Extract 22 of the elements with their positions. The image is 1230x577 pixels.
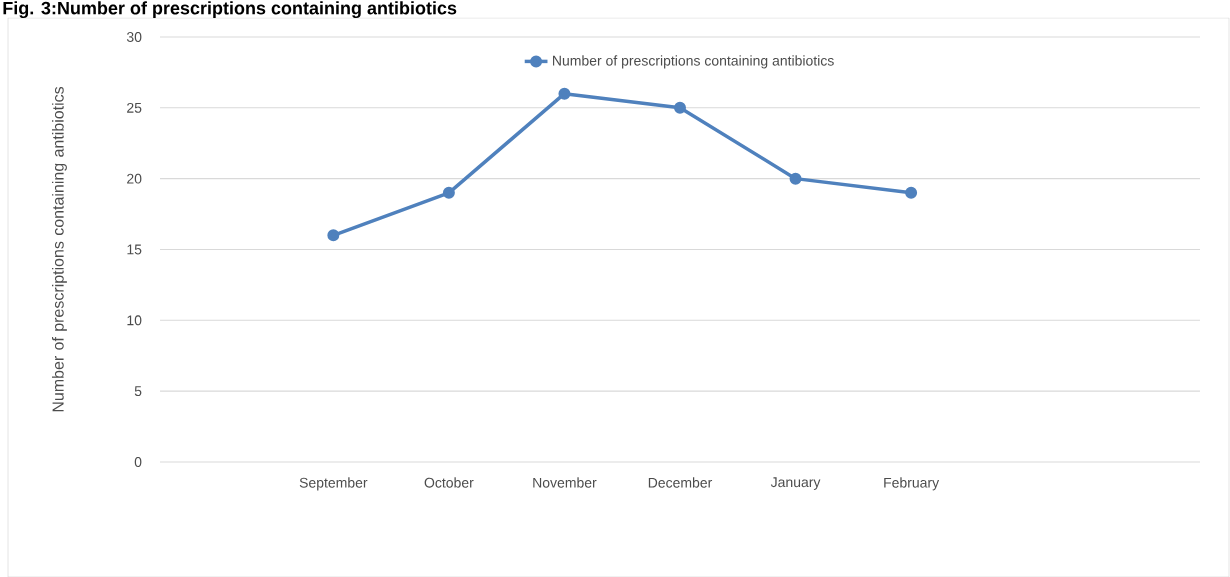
y-tick-label: 15: [127, 244, 142, 255]
x-tick-label: September: [299, 477, 368, 491]
x-tick-label: January: [770, 477, 821, 490]
point: [905, 186, 918, 199]
y-tick-label: 5: [134, 386, 142, 396]
point: [442, 186, 455, 199]
x-tick-label: February: [884, 477, 940, 491]
y-tick-label: 25: [127, 102, 142, 113]
point: [789, 172, 802, 185]
y-tick-label: 30: [126, 31, 142, 42]
x-tick-label: December: [648, 477, 713, 488]
chart-title: Fig. 3:Number of prescriptions containing antibiotics: [3, 1, 457, 18]
x-tick-label: October: [424, 477, 474, 488]
y-tick-label: 10: [127, 315, 142, 326]
y-axis-title: Number of prescriptions containing antibiotics: [51, 86, 67, 412]
point: [558, 87, 571, 100]
y-tick-label: 20: [127, 173, 142, 184]
y-tick-label: 0: [134, 456, 142, 467]
legend-label: Number of prescriptions containing antibiotics: [553, 55, 834, 69]
point: [327, 229, 340, 242]
x-tick-label: November: [533, 477, 597, 488]
point: [673, 101, 687, 114]
